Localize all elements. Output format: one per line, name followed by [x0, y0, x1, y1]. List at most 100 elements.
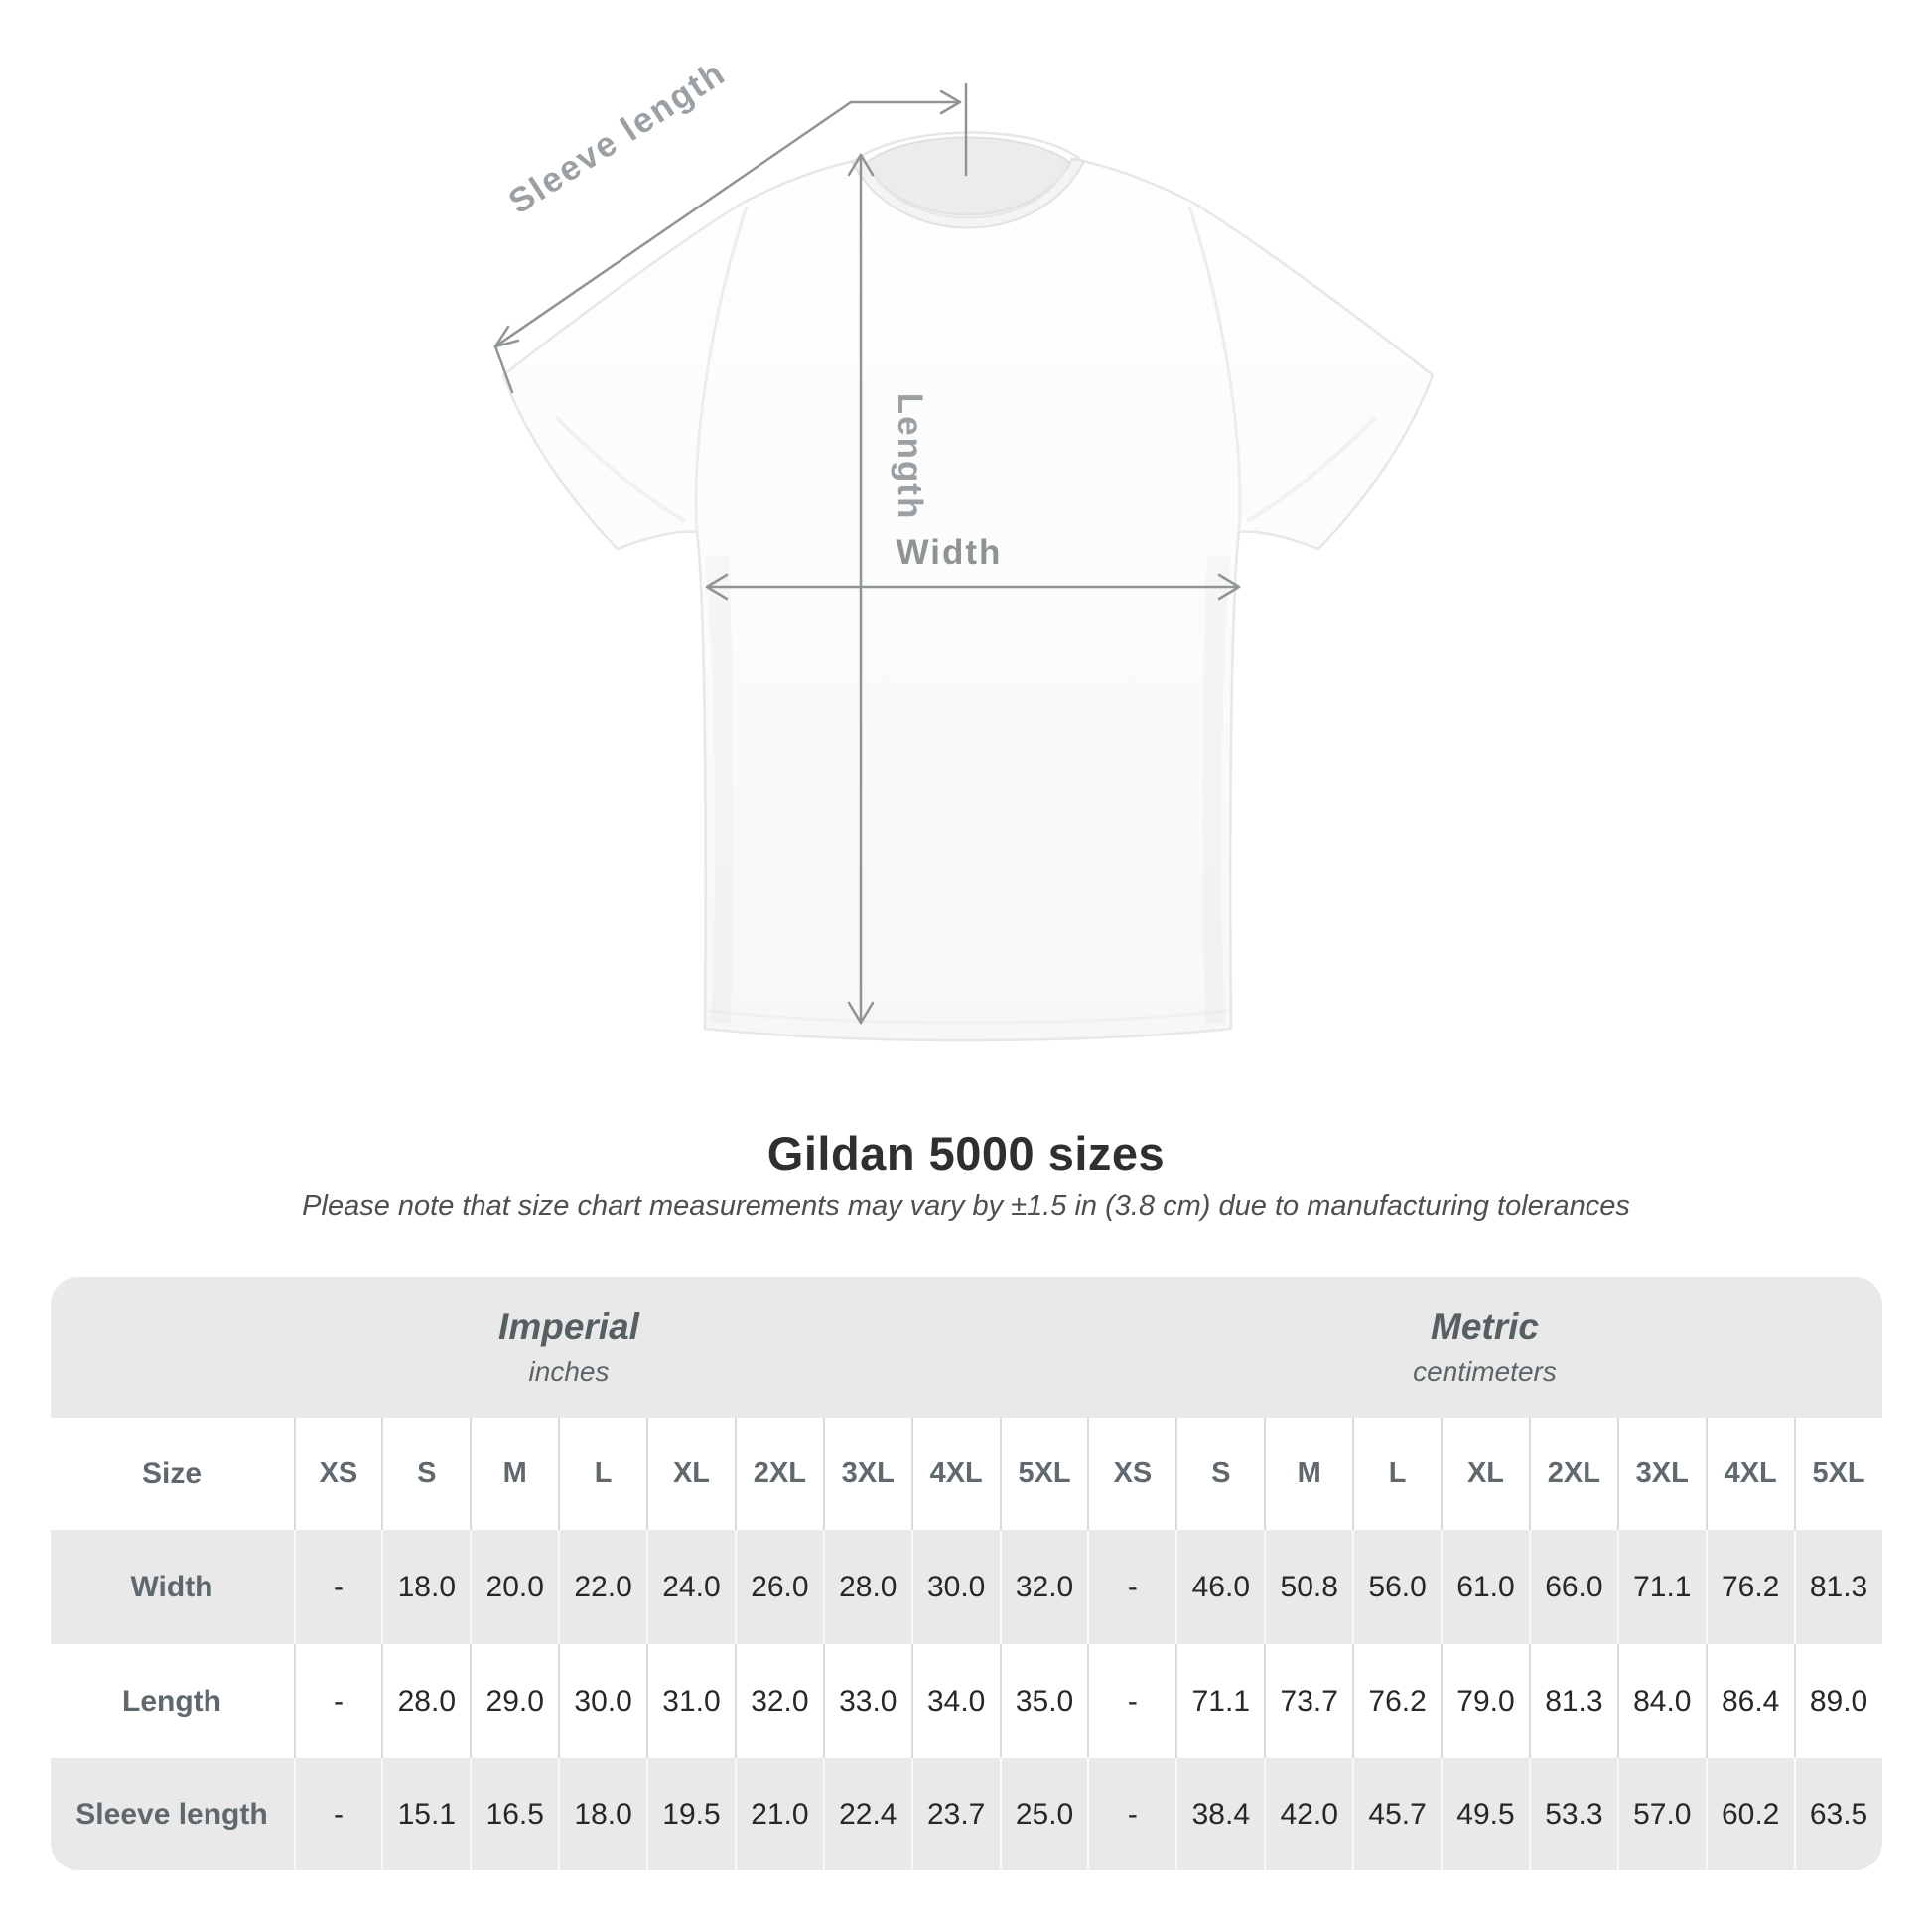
size-column-header: 2XL — [734, 1418, 823, 1530]
unit-group-imperial: Imperial inches — [51, 1277, 1088, 1418]
table-cell: 73.7 — [1264, 1644, 1352, 1758]
table-cell: 60.2 — [1705, 1758, 1794, 1870]
size-column-header: M — [1264, 1418, 1352, 1530]
unit-group-name: Metric — [1431, 1307, 1539, 1347]
table-cell: 22.0 — [558, 1530, 646, 1644]
table-cell: - — [293, 1644, 382, 1758]
table-cell: 71.1 — [1616, 1530, 1706, 1644]
length-label: Length — [891, 393, 929, 521]
table-cell: 30.0 — [910, 1530, 1000, 1644]
table-cell: 81.3 — [1528, 1644, 1617, 1758]
size-column-header: 5XL — [1793, 1418, 1882, 1530]
size-column-header: 4XL — [910, 1418, 1000, 1530]
right-sleeve-crease — [1246, 415, 1378, 523]
length-arrowhead-top — [847, 153, 875, 177]
row-label: Width — [130, 1570, 213, 1603]
sleeve-end-tick — [493, 345, 514, 394]
size-column-header: S — [1175, 1418, 1264, 1530]
table-cell: 18.0 — [558, 1758, 646, 1870]
size-column-header: M — [470, 1418, 558, 1530]
table-cell: 56.0 — [1352, 1530, 1441, 1644]
table-cell: 16.5 — [470, 1758, 558, 1870]
table-cell: 46.0 — [1175, 1530, 1264, 1644]
size-column-header: 4XL — [1705, 1418, 1794, 1530]
unit-group-name: Imperial — [498, 1307, 639, 1347]
collar-inner-stitch — [869, 168, 1067, 219]
table-cell: 20.0 — [470, 1530, 558, 1644]
table-cell: 31.0 — [646, 1644, 735, 1758]
collar-neck-hole — [864, 136, 1072, 216]
tshirt-diagram-svg: Sleeve length Length Width — [493, 53, 1435, 1042]
sleeve-length-label: Sleeve length — [502, 53, 733, 221]
size-column-header: XL — [646, 1418, 735, 1530]
tshirt-diagram: Sleeve length Length Width — [493, 53, 1435, 1042]
table-cell: - — [1087, 1644, 1175, 1758]
table-cell: 66.0 — [1528, 1530, 1617, 1644]
unit-group-unit: inches — [528, 1356, 610, 1387]
table-cell: 53.3 — [1528, 1758, 1617, 1870]
size-table: Imperial inches Metric centimeters Size … — [50, 1277, 1882, 1870]
hem-stitch — [708, 1009, 1228, 1025]
table-cell: 61.0 — [1441, 1530, 1529, 1644]
size-column-header: 5XL — [999, 1418, 1088, 1530]
size-column-header: XL — [1441, 1418, 1529, 1530]
length-arrowhead-bottom — [847, 1001, 875, 1025]
table-cell: 19.5 — [646, 1758, 735, 1870]
table-cell: 32.0 — [734, 1644, 823, 1758]
width-arrowhead-left — [705, 573, 729, 601]
table-cell: 86.4 — [1705, 1644, 1794, 1758]
table-row-length: Length -28.0 29.0 30.0 31.0 32.0 33.0 34.0 35.0… — [50, 1644, 1882, 1758]
table-cell: 49.5 — [1441, 1758, 1529, 1870]
left-sleeve-crease — [554, 415, 686, 523]
width-arrowhead-right — [1217, 573, 1241, 601]
table-cell: 81.3 — [1793, 1530, 1882, 1644]
table-cell: 25.0 — [999, 1758, 1088, 1870]
table-cell: - — [293, 1758, 382, 1870]
size-column-header: XS — [1087, 1418, 1175, 1530]
table-cell: 45.7 — [1352, 1758, 1441, 1870]
width-label: Width — [897, 533, 1003, 572]
table-cell: 76.2 — [1352, 1644, 1441, 1758]
table-cell: 89.0 — [1793, 1644, 1882, 1758]
table-cell: 29.0 — [470, 1644, 558, 1758]
sleeve-length-arrowhead-right — [939, 89, 962, 115]
size-column-header: 3XL — [822, 1418, 911, 1530]
table-cell: 32.0 — [999, 1530, 1088, 1644]
table-cell: 23.7 — [910, 1758, 1000, 1870]
left-armhole-seam — [694, 206, 749, 533]
table-cell: - — [1087, 1758, 1175, 1870]
table-cell: 84.0 — [1616, 1644, 1706, 1758]
table-cell: 22.4 — [822, 1758, 911, 1870]
table-cell: 28.0 — [381, 1644, 470, 1758]
table-cell: 38.4 — [1175, 1758, 1264, 1870]
table-cell: 76.2 — [1705, 1530, 1794, 1644]
size-column-header: 2XL — [1528, 1418, 1617, 1530]
page-subtitle: Please note that size chart measurements… — [302, 1190, 1630, 1222]
unit-group-unit: centimeters — [1413, 1356, 1557, 1387]
table-cell: 71.1 — [1175, 1644, 1264, 1758]
table-cell: 28.0 — [822, 1530, 911, 1644]
size-column-header: XS — [293, 1418, 382, 1530]
right-armhole-seam — [1187, 206, 1242, 533]
size-column-header: L — [1352, 1418, 1441, 1530]
row-label: Length — [122, 1684, 221, 1718]
table-cell: - — [1087, 1530, 1175, 1644]
size-column-header: L — [558, 1418, 646, 1530]
table-cell: 30.0 — [558, 1644, 646, 1758]
table-cell: 15.1 — [381, 1758, 470, 1870]
page-title: Gildan 5000 sizes — [766, 1127, 1166, 1179]
unit-groups-row: Imperial inches Metric centimeters — [50, 1277, 1882, 1418]
table-cell: 57.0 — [1616, 1758, 1706, 1870]
table-cell: 21.0 — [734, 1758, 823, 1870]
table-cell: 79.0 — [1441, 1644, 1529, 1758]
table-cell: 18.0 — [381, 1530, 470, 1644]
table-cell: 50.8 — [1264, 1530, 1352, 1644]
size-column-header: 3XL — [1616, 1418, 1706, 1530]
table-cell: 63.5 — [1793, 1758, 1882, 1870]
size-column-header: S — [381, 1418, 470, 1530]
table-cell: 34.0 — [910, 1644, 1000, 1758]
table-cell: 24.0 — [646, 1530, 735, 1644]
size-header-row: Size XS S M L XL 2XL 3XL 4XL 5XL XS S M L XL 2XL 3XL 4XL… — [50, 1418, 1882, 1530]
table-cell: 35.0 — [999, 1644, 1088, 1758]
